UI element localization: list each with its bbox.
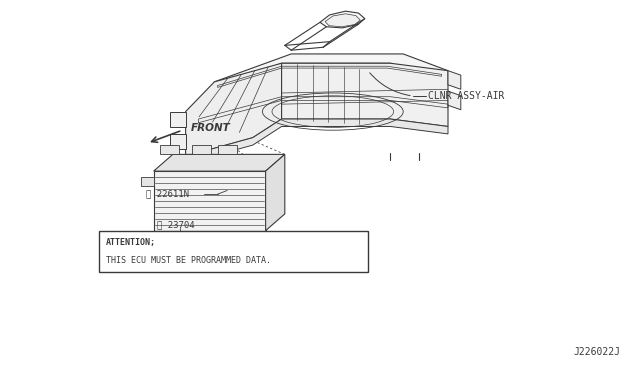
Polygon shape [266,154,285,231]
Polygon shape [282,63,448,126]
Text: FRONT: FRONT [191,124,230,133]
Polygon shape [186,63,282,156]
Polygon shape [141,177,154,186]
Polygon shape [154,171,266,231]
Polygon shape [448,91,461,110]
Text: CLNR ASSY-AIR: CLNR ASSY-AIR [428,91,504,101]
Text: THIS ECU MUST BE PROGRAMMED DATA.: THIS ECU MUST BE PROGRAMMED DATA. [106,256,271,264]
Polygon shape [192,145,211,154]
Polygon shape [448,71,461,89]
Text: ※ 22611N: ※ 22611N [146,190,189,199]
Polygon shape [320,11,365,28]
Polygon shape [218,145,237,154]
Polygon shape [154,154,285,171]
Bar [99,231,368,272]
Text: J226022J: J226022J [574,347,621,357]
Text: ※ 23704: ※ 23704 [157,221,195,230]
Polygon shape [160,145,179,154]
Text: ATTENTION;: ATTENTION; [106,238,156,247]
Polygon shape [170,134,186,149]
Polygon shape [170,112,186,127]
Polygon shape [211,54,448,90]
Polygon shape [186,119,448,164]
Polygon shape [325,14,360,27]
